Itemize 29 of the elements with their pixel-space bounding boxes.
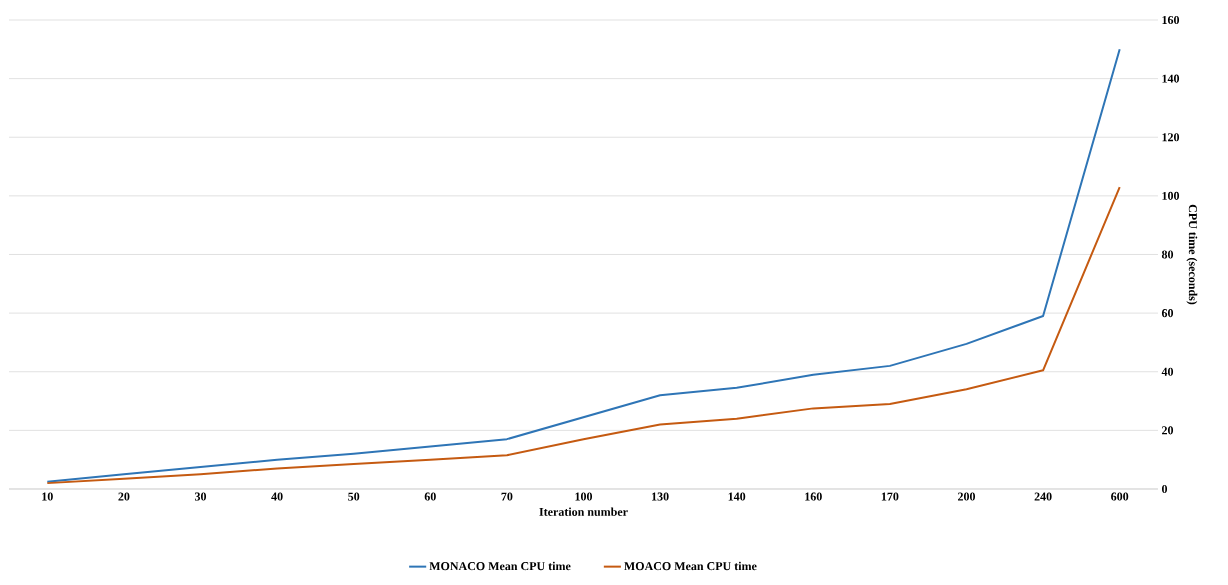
x-tick-label: 70 [501,492,513,501]
x-tick-label: 60 [424,492,436,501]
x-tick-label: 40 [271,492,283,501]
x-tick-label: 50 [348,492,360,501]
x-tick-label: 600 [1111,492,1129,501]
x-tick-label: 10 [42,492,53,501]
y-tick-label: 160 [1162,15,1180,25]
y-tick-label: 120 [1162,133,1180,142]
x-axis-title: Iteration number [539,507,628,516]
y-tick-label: 100 [1162,191,1180,200]
legend-label: MOACO Mean CPU time [624,561,757,571]
x-tick-label: 30 [194,492,207,501]
x-tick-label: 20 [118,492,130,501]
legend-label: MONACO Mean CPU time [429,561,571,571]
x-tick-label: 140 [728,492,746,501]
x-tick-label: 200 [958,492,976,501]
y-tick-label: 0 [1161,484,1168,494]
line-series [46,186,1121,485]
y-tick-label: 40 [1161,367,1174,376]
x-tick-label: 240 [1034,492,1052,501]
y-axis-title: CPU time (seconds) [1186,204,1198,305]
x-tick-label: 130 [652,492,669,501]
y-tick-label: 20 [1162,426,1174,435]
y-tick-label: 60 [1161,309,1174,318]
x-tick-label: 170 [881,492,899,501]
x-tick-label: 160 [805,492,822,501]
y-tick-label: 140 [1162,74,1180,83]
x-tick-label: 100 [575,492,593,501]
y-tick-label: 80 [1161,250,1174,259]
